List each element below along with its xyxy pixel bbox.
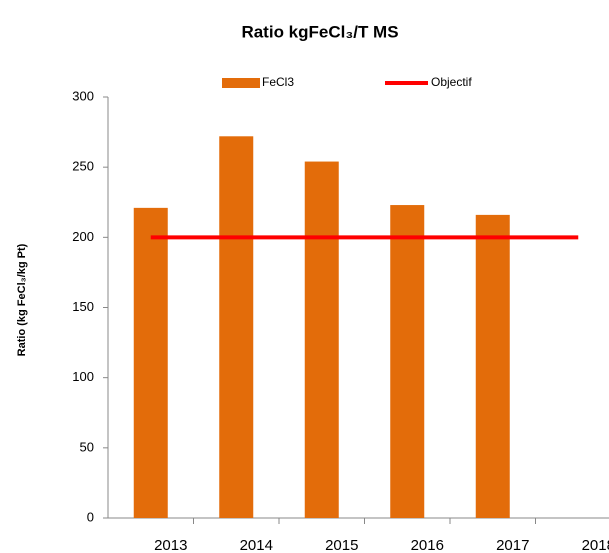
y-tick-label: 100 [72,369,94,384]
x-tick-label: 2018 [582,537,609,553]
y-tick-label: 150 [72,299,94,314]
bar [304,161,339,518]
legend-label: Objectif [431,75,472,89]
y-tick-label: 200 [72,229,94,244]
x-tick-label: 2015 [325,537,358,553]
x-tick-label: 2014 [240,537,273,553]
bar [475,214,510,518]
y-tick-label: 0 [87,509,94,524]
y-tick-label: 250 [72,159,94,174]
x-tick-label: 2016 [411,537,444,553]
x-tick-label: 2013 [154,537,187,553]
chart-title: Ratio kgFeCl₃/T MS [241,22,398,41]
bar [390,205,425,518]
y-axis-label: Ratio (kg FeCl₃/kg Pt) [16,243,28,356]
x-tick-label: 2017 [496,537,529,553]
y-tick-label: 300 [72,88,94,103]
bar [219,136,254,518]
legend-swatch [222,78,260,88]
y-tick-label: 50 [80,439,94,454]
bar [133,207,168,518]
legend-label: FeCl3 [262,75,294,89]
